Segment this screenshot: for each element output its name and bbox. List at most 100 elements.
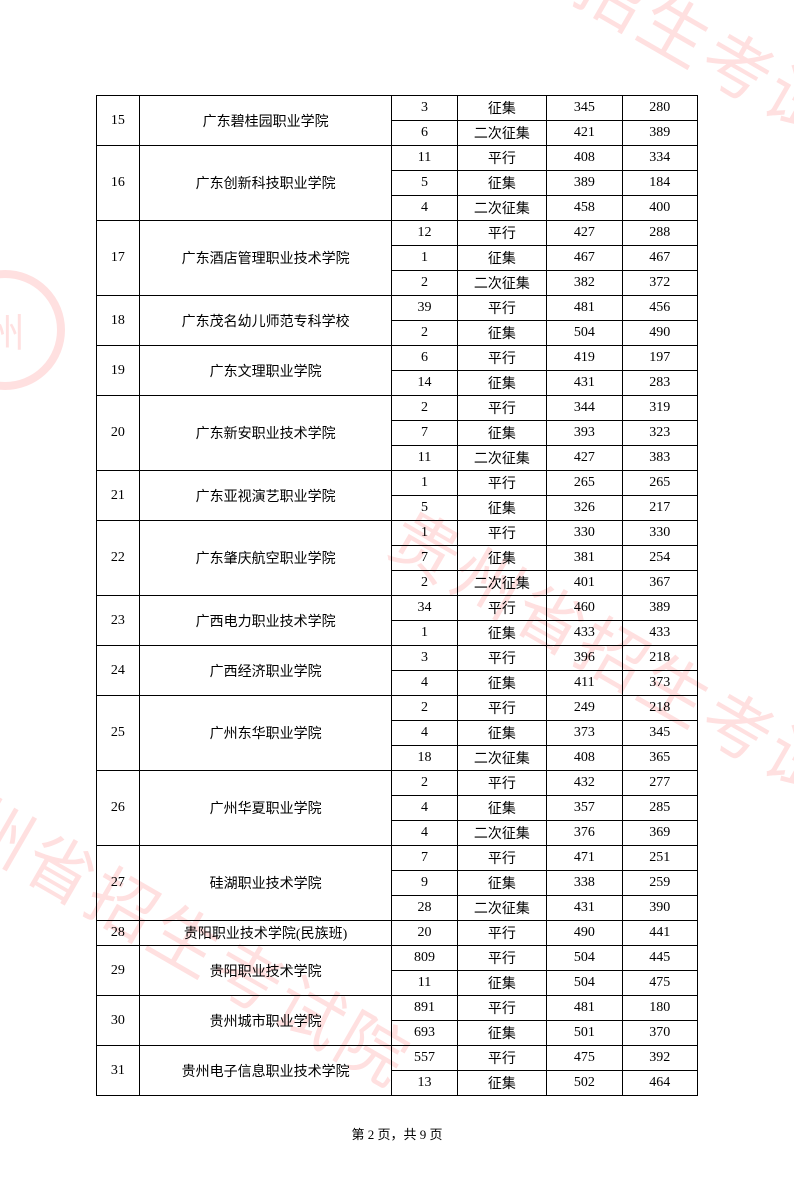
cell-count: 11: [392, 146, 457, 171]
cell-school-name: 广东新安职业技术学院: [139, 396, 392, 471]
cell-count: 2: [392, 321, 457, 346]
cell-count: 9: [392, 871, 457, 896]
cell-count: 1: [392, 521, 457, 546]
cell-count: 4: [392, 196, 457, 221]
cell-count: 4: [392, 796, 457, 821]
cell-type: 二次征集: [457, 571, 547, 596]
cell-max: 471: [547, 846, 622, 871]
cell-school-name: 广东亚视演艺职业学院: [139, 471, 392, 521]
cell-type: 平行: [457, 471, 547, 496]
cell-min: 180: [622, 996, 697, 1021]
cell-max: 467: [547, 246, 622, 271]
cell-min: 217: [622, 496, 697, 521]
cell-max: 481: [547, 296, 622, 321]
cell-max: 373: [547, 721, 622, 746]
table-row: 31贵州电子信息职业技术学院557平行475392: [97, 1046, 698, 1071]
cell-school-name: 广东文理职业学院: [139, 346, 392, 396]
cell-max: 382: [547, 271, 622, 296]
cell-type: 平行: [457, 846, 547, 871]
cell-min: 184: [622, 171, 697, 196]
cell-max: 504: [547, 971, 622, 996]
cell-type: 二次征集: [457, 446, 547, 471]
cell-index: 22: [97, 521, 140, 596]
cell-max: 249: [547, 696, 622, 721]
cell-school-name: 贵阳职业技术学院(民族班): [139, 921, 392, 946]
cell-count: 4: [392, 721, 457, 746]
cell-max: 427: [547, 221, 622, 246]
cell-type: 二次征集: [457, 271, 547, 296]
cell-min: 285: [622, 796, 697, 821]
cell-max: 458: [547, 196, 622, 221]
cell-min: 265: [622, 471, 697, 496]
cell-max: 344: [547, 396, 622, 421]
cell-min: 259: [622, 871, 697, 896]
cell-school-name: 贵州电子信息职业技术学院: [139, 1046, 392, 1096]
cell-max: 419: [547, 346, 622, 371]
cell-count: 3: [392, 646, 457, 671]
cell-min: 389: [622, 121, 697, 146]
cell-count: 12: [392, 221, 457, 246]
table-row: 19广东文理职业学院6平行419197: [97, 346, 698, 371]
cell-max: 433: [547, 621, 622, 646]
page-container: 15广东碧桂园职业学院3征集3452806二次征集42138916广东创新科技职…: [0, 0, 794, 1183]
cell-type: 二次征集: [457, 821, 547, 846]
cell-count: 7: [392, 421, 457, 446]
cell-count: 18: [392, 746, 457, 771]
cell-count: 6: [392, 121, 457, 146]
cell-max: 357: [547, 796, 622, 821]
table-row: 24广西经济职业学院3平行396218: [97, 646, 698, 671]
cell-index: 23: [97, 596, 140, 646]
table-row: 28贵阳职业技术学院(民族班)20平行490441: [97, 921, 698, 946]
table-row: 30贵州城市职业学院891平行481180: [97, 996, 698, 1021]
cell-max: 504: [547, 946, 622, 971]
cell-min: 490: [622, 321, 697, 346]
cell-index: 19: [97, 346, 140, 396]
cell-max: 490: [547, 921, 622, 946]
cell-index: 17: [97, 221, 140, 296]
table-row: 17广东酒店管理职业技术学院12平行427288: [97, 221, 698, 246]
cell-count: 2: [392, 696, 457, 721]
cell-type: 平行: [457, 296, 547, 321]
cell-school-name: 广州华夏职业学院: [139, 771, 392, 846]
cell-school-name: 硅湖职业技术学院: [139, 846, 392, 921]
cell-max: 421: [547, 121, 622, 146]
cell-max: 393: [547, 421, 622, 446]
cell-index: 24: [97, 646, 140, 696]
cell-min: 251: [622, 846, 697, 871]
cell-min: 390: [622, 896, 697, 921]
table-row: 25广州东华职业学院2平行249218: [97, 696, 698, 721]
cell-min: 392: [622, 1046, 697, 1071]
cell-max: 338: [547, 871, 622, 896]
cell-max: 502: [547, 1071, 622, 1096]
cell-school-name: 贵阳职业技术学院: [139, 946, 392, 996]
cell-count: 1: [392, 621, 457, 646]
cell-count: 1: [392, 246, 457, 271]
cell-count: 2: [392, 571, 457, 596]
cell-max: 345: [547, 96, 622, 121]
cell-max: 432: [547, 771, 622, 796]
cell-count: 557: [392, 1046, 457, 1071]
cell-type: 平行: [457, 696, 547, 721]
cell-count: 2: [392, 396, 457, 421]
cell-type: 平行: [457, 1046, 547, 1071]
cell-type: 平行: [457, 521, 547, 546]
cell-type: 平行: [457, 996, 547, 1021]
cell-max: 330: [547, 521, 622, 546]
cell-count: 6: [392, 346, 457, 371]
cell-min: 445: [622, 946, 697, 971]
cell-type: 征集: [457, 496, 547, 521]
cell-count: 7: [392, 546, 457, 571]
cell-school-name: 广东茂名幼儿师范专科学校: [139, 296, 392, 346]
cell-max: 475: [547, 1046, 622, 1071]
cell-min: 365: [622, 746, 697, 771]
cell-index: 28: [97, 921, 140, 946]
cell-type: 征集: [457, 371, 547, 396]
cell-type: 平行: [457, 396, 547, 421]
cell-max: 481: [547, 996, 622, 1021]
cell-min: 464: [622, 1071, 697, 1096]
cell-type: 征集: [457, 796, 547, 821]
cell-min: 383: [622, 446, 697, 471]
cell-min: 433: [622, 621, 697, 646]
cell-index: 29: [97, 946, 140, 996]
cell-count: 28: [392, 896, 457, 921]
